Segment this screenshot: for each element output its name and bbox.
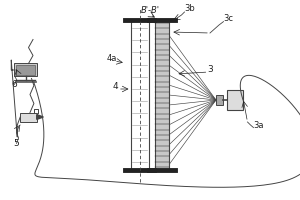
Bar [154,20,169,170]
Bar [216,95,223,105]
Bar [15,80,36,82]
Polygon shape [37,115,43,119]
Text: 3c: 3c [224,14,233,23]
Text: 5: 5 [14,139,19,148]
Text: 3a: 3a [254,121,264,130]
Text: 4: 4 [112,82,118,91]
Text: 4a: 4a [106,54,117,63]
Bar [14,63,37,76]
Text: B'-B': B'-B' [140,6,160,15]
Text: 3b: 3b [184,4,195,13]
Text: 3: 3 [207,65,213,74]
Bar [20,112,37,122]
Text: 6: 6 [11,80,17,89]
Bar [16,65,35,75]
Bar [226,90,243,110]
